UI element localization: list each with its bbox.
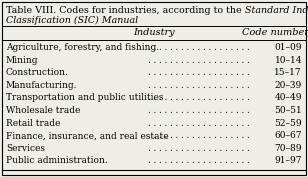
Text: . . . . . . . . . . . . . . . . . . .: . . . . . . . . . . . . . . . . . . . xyxy=(148,119,250,128)
Text: 15–17: 15–17 xyxy=(274,68,302,77)
Text: Table VIII. Codes for industries, according to the: Table VIII. Codes for industries, accord… xyxy=(6,6,245,15)
Text: Standard Industrial: Standard Industrial xyxy=(245,6,308,15)
Text: Classification (SIC) Manual: Classification (SIC) Manual xyxy=(6,16,138,25)
Text: Finance, insurance, and real estate: Finance, insurance, and real estate xyxy=(6,131,168,140)
Text: Services: Services xyxy=(6,144,45,153)
Text: . . . . . . . . . . . . . . . . . . .: . . . . . . . . . . . . . . . . . . . xyxy=(148,156,250,165)
Text: Transportation and public utilities: Transportation and public utilities xyxy=(6,93,164,102)
Text: 60–67: 60–67 xyxy=(274,131,302,140)
Text: . . . . . . . . . . . . . . . . . . .: . . . . . . . . . . . . . . . . . . . xyxy=(148,131,250,140)
Text: . . . . . . . . . . . . . . . . . . .: . . . . . . . . . . . . . . . . . . . xyxy=(148,68,250,77)
Text: 40–49: 40–49 xyxy=(274,93,302,102)
Text: Mining: Mining xyxy=(6,56,38,65)
Text: . . . . . . . . . . . . . . . . . . .: . . . . . . . . . . . . . . . . . . . xyxy=(148,144,250,153)
Text: . . . . . . . . . . . . . . . . . . .: . . . . . . . . . . . . . . . . . . . xyxy=(148,93,250,102)
Text: Code numbers: Code numbers xyxy=(242,28,308,37)
Text: 70–89: 70–89 xyxy=(274,144,302,153)
Text: Construction.: Construction. xyxy=(6,68,69,77)
Text: . . . . . . . . . . . . . . . . . . .: . . . . . . . . . . . . . . . . . . . xyxy=(148,81,250,90)
Text: 10–14: 10–14 xyxy=(274,56,302,65)
Text: Manufacturing.: Manufacturing. xyxy=(6,81,78,90)
Text: Retail trade: Retail trade xyxy=(6,119,60,128)
Text: 01–09: 01–09 xyxy=(274,43,302,52)
Text: . . . . . . . . . . . . . . . . . . .: . . . . . . . . . . . . . . . . . . . xyxy=(148,56,250,65)
Text: Wholesale trade: Wholesale trade xyxy=(6,106,80,115)
Text: Public administration.: Public administration. xyxy=(6,156,108,165)
Text: . . . . . . . . . . . . . . . . . . .: . . . . . . . . . . . . . . . . . . . xyxy=(148,106,250,115)
Text: 20–39: 20–39 xyxy=(275,81,302,90)
Text: Agriculture, forestry, and fishing.: Agriculture, forestry, and fishing. xyxy=(6,43,159,52)
Text: . . . . . . . . . . . . . . . . . . .: . . . . . . . . . . . . . . . . . . . xyxy=(148,43,250,52)
Text: 91–97: 91–97 xyxy=(274,156,302,165)
Text: Industry: Industry xyxy=(133,28,175,37)
Text: 52–59: 52–59 xyxy=(274,119,302,128)
Text: 50–51: 50–51 xyxy=(274,106,302,115)
